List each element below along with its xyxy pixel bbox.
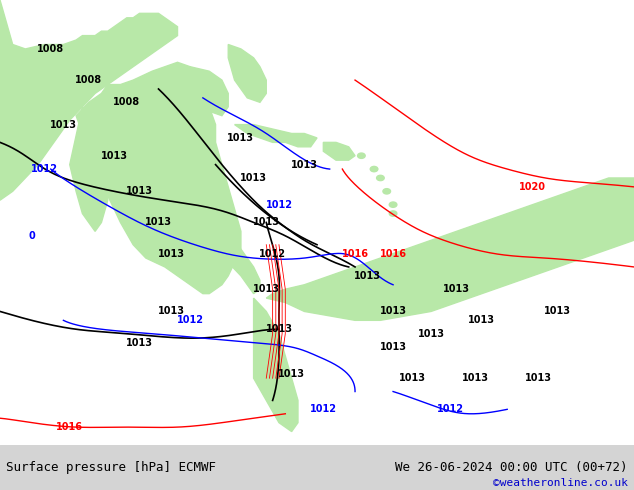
Text: 1016: 1016 xyxy=(342,248,368,259)
Polygon shape xyxy=(254,298,298,432)
Polygon shape xyxy=(216,231,260,294)
Text: 1008: 1008 xyxy=(75,75,102,85)
Text: 1013: 1013 xyxy=(291,160,318,170)
Text: 0: 0 xyxy=(29,231,35,241)
Text: 1012: 1012 xyxy=(177,316,204,325)
Text: 1013: 1013 xyxy=(101,151,127,161)
Circle shape xyxy=(389,202,397,207)
Text: 1013: 1013 xyxy=(253,284,280,294)
Polygon shape xyxy=(323,143,355,160)
Circle shape xyxy=(370,167,378,172)
Text: 1013: 1013 xyxy=(354,271,381,281)
Text: 1012: 1012 xyxy=(310,404,337,415)
Text: 1013: 1013 xyxy=(126,186,153,196)
Text: 1013: 1013 xyxy=(253,218,280,227)
Text: 1013: 1013 xyxy=(399,373,425,383)
Text: 1013: 1013 xyxy=(240,173,267,183)
Text: 1013: 1013 xyxy=(145,218,172,227)
Text: 1012: 1012 xyxy=(437,404,463,415)
Polygon shape xyxy=(190,67,228,116)
Text: 1013: 1013 xyxy=(443,284,470,294)
Text: 1012: 1012 xyxy=(259,248,286,259)
Polygon shape xyxy=(0,0,178,200)
Text: We 26-06-2024 00:00 UTC (00+72): We 26-06-2024 00:00 UTC (00+72) xyxy=(395,461,628,474)
Text: 1013: 1013 xyxy=(266,324,292,334)
Text: 1016: 1016 xyxy=(380,248,406,259)
Polygon shape xyxy=(70,107,108,231)
Text: 1013: 1013 xyxy=(380,306,406,317)
Polygon shape xyxy=(76,62,241,294)
Text: ©weatheronline.co.uk: ©weatheronline.co.uk xyxy=(493,478,628,488)
Text: 1012: 1012 xyxy=(266,199,292,210)
Text: 1013: 1013 xyxy=(418,329,444,339)
Text: 1013: 1013 xyxy=(545,306,571,317)
Circle shape xyxy=(389,211,397,216)
Text: 1013: 1013 xyxy=(158,306,184,317)
Text: 1016: 1016 xyxy=(56,422,83,432)
Polygon shape xyxy=(228,45,266,102)
Text: 1013: 1013 xyxy=(50,120,77,129)
Text: Surface pressure [hPa] ECMWF: Surface pressure [hPa] ECMWF xyxy=(6,461,216,474)
Text: 1013: 1013 xyxy=(126,338,153,347)
Text: 1013: 1013 xyxy=(278,369,305,379)
Text: 1013: 1013 xyxy=(526,373,552,383)
Polygon shape xyxy=(266,178,634,320)
Text: 1008: 1008 xyxy=(113,98,140,107)
Text: 1020: 1020 xyxy=(519,182,546,192)
Text: 1013: 1013 xyxy=(228,133,254,143)
Circle shape xyxy=(383,189,391,194)
Text: 1013: 1013 xyxy=(380,342,406,352)
Text: 1012: 1012 xyxy=(31,164,58,174)
Text: 1013: 1013 xyxy=(469,316,495,325)
Text: 1013: 1013 xyxy=(158,248,184,259)
Circle shape xyxy=(377,175,384,181)
Text: 1013: 1013 xyxy=(462,373,489,383)
Text: 1008: 1008 xyxy=(37,44,64,54)
Polygon shape xyxy=(235,124,317,147)
Circle shape xyxy=(358,153,365,158)
